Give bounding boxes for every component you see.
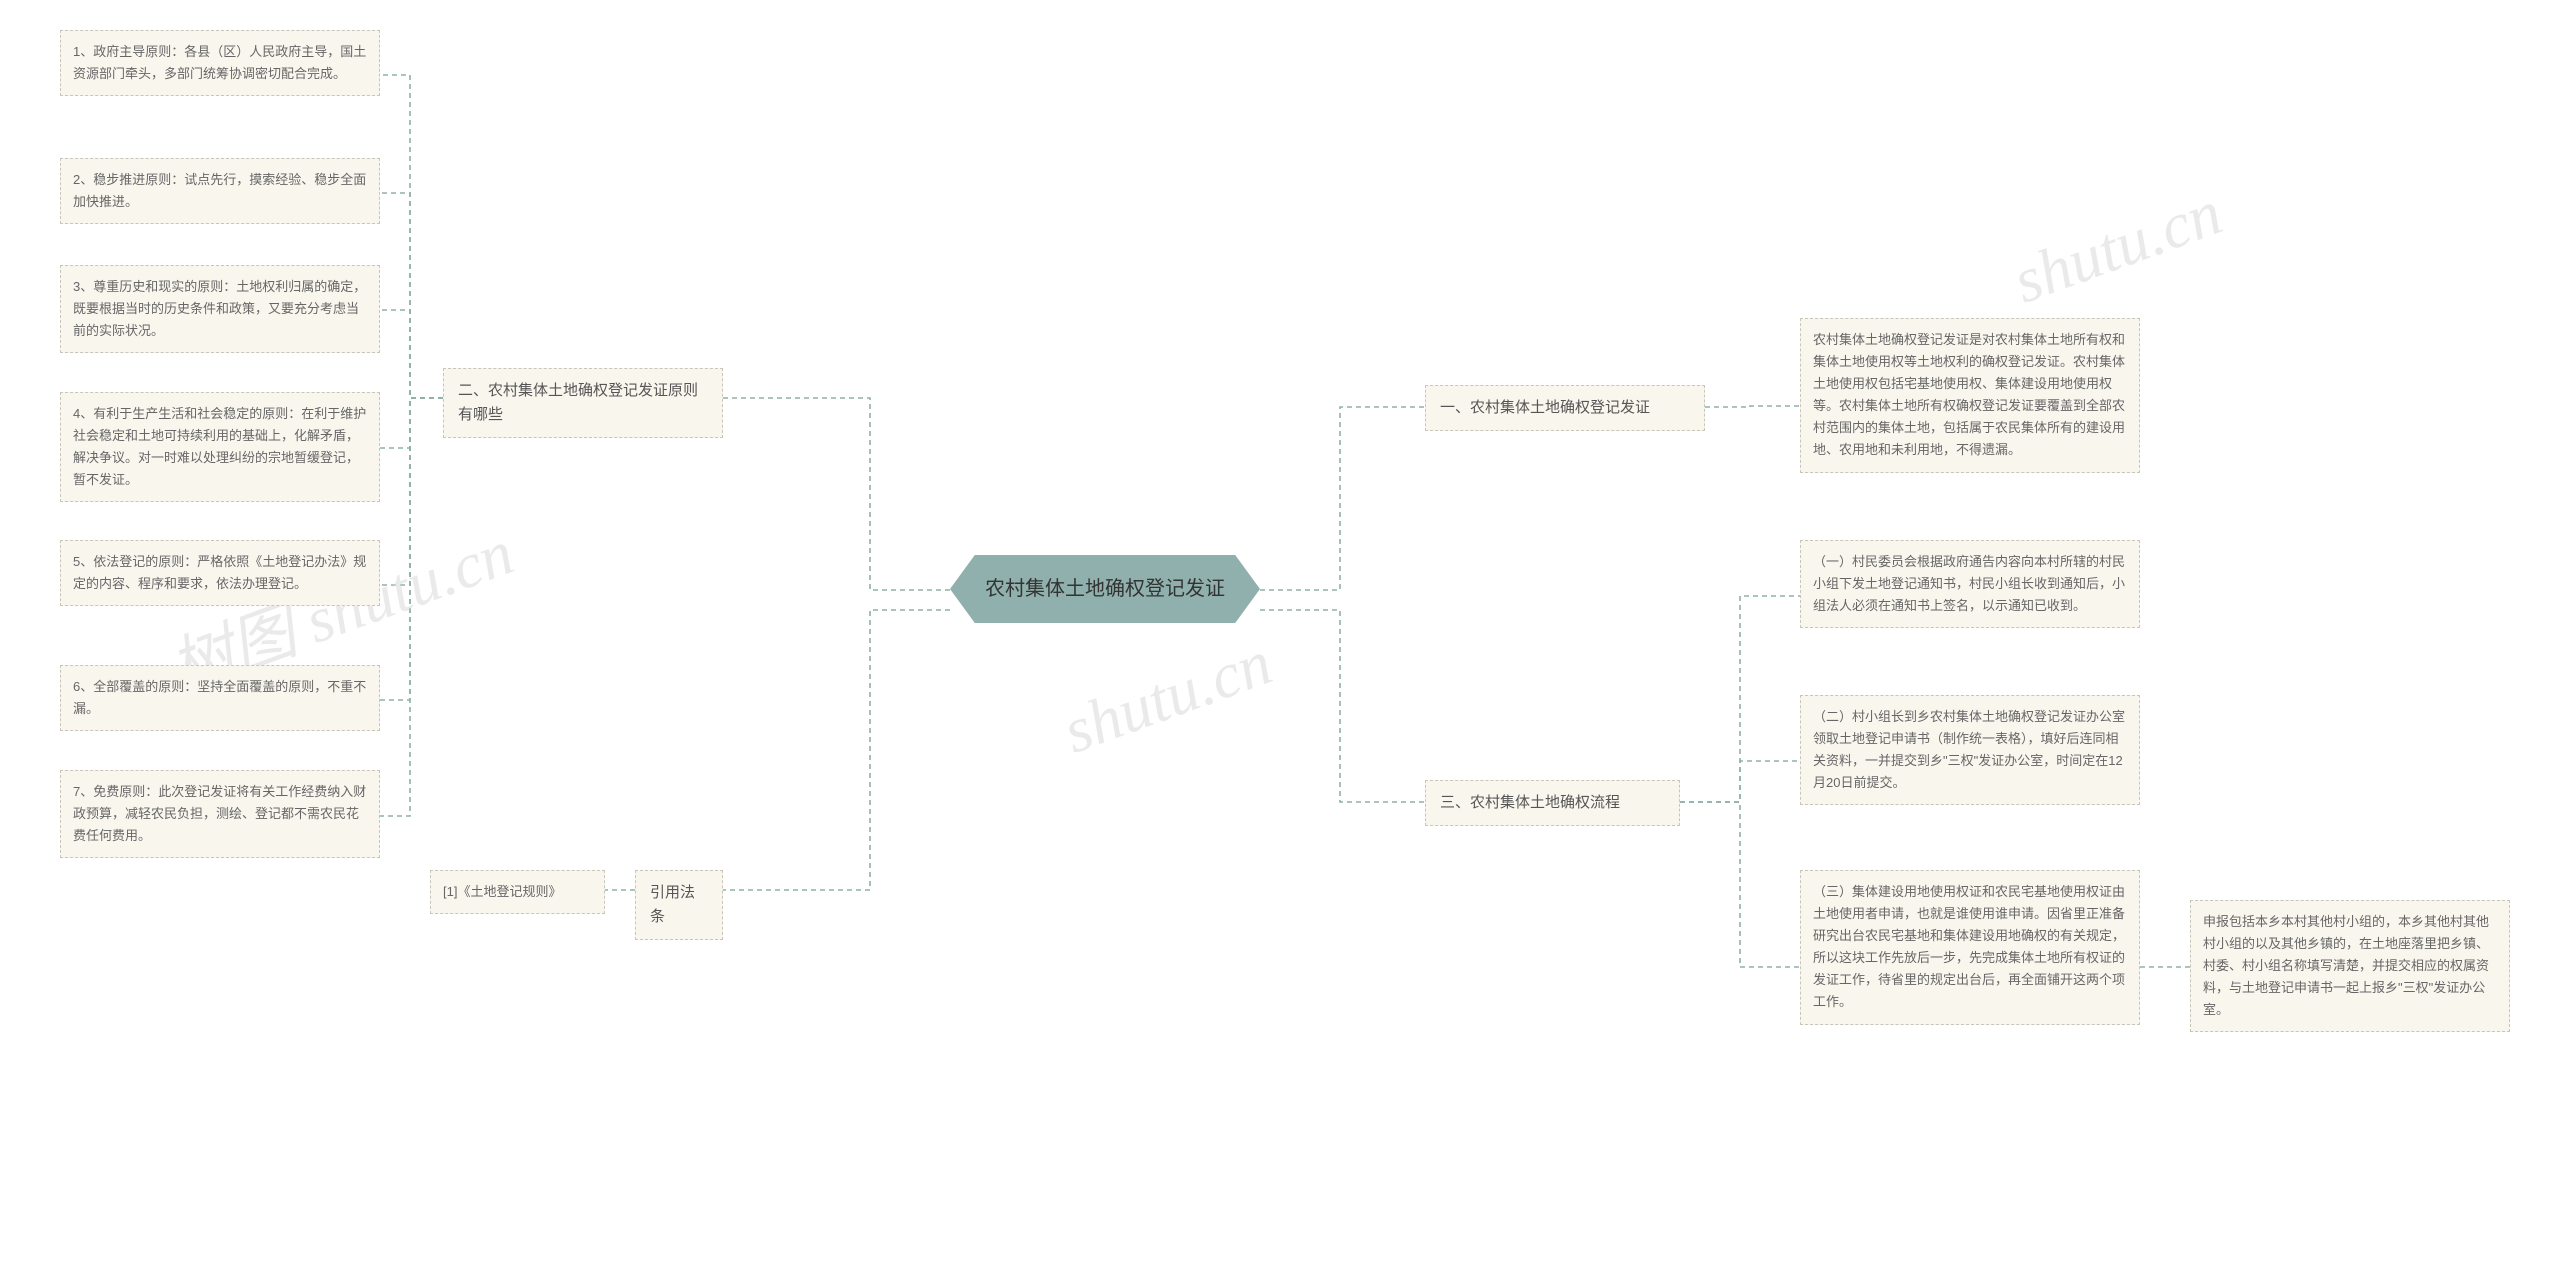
leaf-reference-1[interactable]: [1]《土地登记规则》 — [430, 870, 605, 914]
watermark: shutu.cn — [1054, 625, 1281, 768]
connector-layer — [0, 0, 2560, 1266]
leaf-definition[interactable]: 农村集体土地确权登记发证是对农村集体土地所有权和集体土地使用权等土地权利的确权登… — [1800, 318, 2140, 473]
branch-1[interactable]: 一、农村集体土地确权登记发证 — [1425, 385, 1705, 431]
leaf-principle-7[interactable]: 7、免费原则：此次登记发证将有关工作经费纳入财政预算，减轻农民负担，测绘、登记都… — [60, 770, 380, 858]
watermark: shutu.cn — [2004, 175, 2231, 318]
leaf-principle-1[interactable]: 1、政府主导原则：各县（区）人民政府主导，国土资源部门牵头，多部门统筹协调密切配… — [60, 30, 380, 96]
leaf-process-3-detail[interactable]: 申报包括本乡本村其他村小组的，本乡其他村其他村小组的以及其他乡镇的，在土地座落里… — [2190, 900, 2510, 1032]
leaf-process-1[interactable]: （一）村民委员会根据政府通告内容向本村所辖的村民小组下发土地登记通知书，村民小组… — [1800, 540, 2140, 628]
center-topic[interactable]: 农村集体土地确权登记发证 — [950, 555, 1260, 623]
leaf-principle-4[interactable]: 4、有利于生产生活和社会稳定的原则：在利于维护社会稳定和土地可持续利用的基础上，… — [60, 392, 380, 502]
leaf-process-2[interactable]: （二）村小组长到乡农村集体土地确权登记发证办公室领取土地登记申请书（制作统一表格… — [1800, 695, 2140, 805]
branch-3[interactable]: 三、农村集体土地确权流程 — [1425, 780, 1680, 826]
branch-references[interactable]: 引用法条 — [635, 870, 723, 940]
mindmap-diagram: 树图 shutu.cn shutu.cn shutu.cn 农村集体土地确权登记… — [0, 0, 2560, 1266]
leaf-principle-3[interactable]: 3、尊重历史和现实的原则：土地权利归属的确定，既要根据当时的历史条件和政策，又要… — [60, 265, 380, 353]
leaf-process-3[interactable]: （三）集体建设用地使用权证和农民宅基地使用权证由土地使用者申请，也就是谁使用谁申… — [1800, 870, 2140, 1025]
leaf-principle-2[interactable]: 2、稳步推进原则：试点先行，摸索经验、稳步全面加快推进。 — [60, 158, 380, 224]
leaf-principle-5[interactable]: 5、依法登记的原则：严格依照《土地登记办法》规定的内容、程序和要求，依法办理登记… — [60, 540, 380, 606]
branch-2[interactable]: 二、农村集体土地确权登记发证原则有哪些 — [443, 368, 723, 438]
leaf-principle-6[interactable]: 6、全部覆盖的原则：坚持全面覆盖的原则，不重不漏。 — [60, 665, 380, 731]
